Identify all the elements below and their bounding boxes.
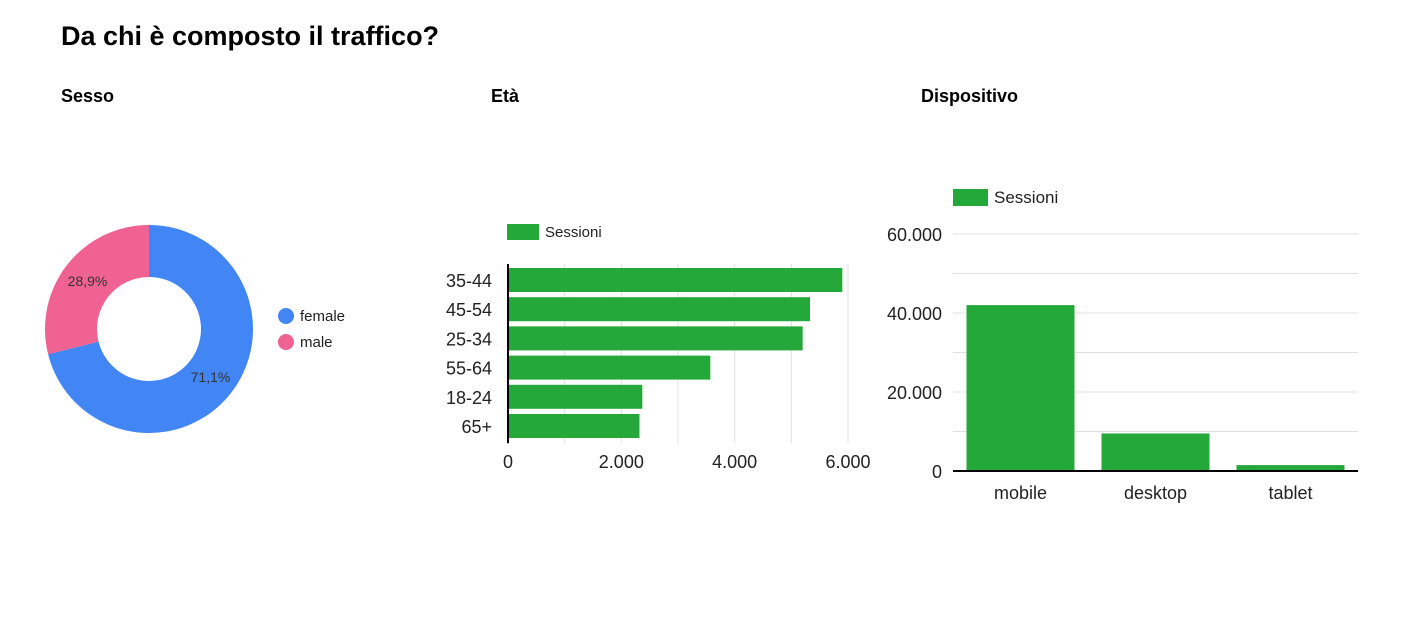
legend-dot-female <box>278 308 294 324</box>
category-label-55-64: 55-64 <box>446 359 492 379</box>
section-title-eta: Età <box>491 86 520 106</box>
category-label-65+: 65+ <box>461 417 492 437</box>
legend-label-sessioni: Sessioni <box>994 188 1058 207</box>
legend-dot-male <box>278 334 294 350</box>
bar-desktop <box>1101 433 1210 471</box>
category-label-25-34: 25-34 <box>446 329 492 349</box>
donut-slice-male <box>45 225 149 355</box>
bar-35-44 <box>508 268 843 292</box>
donut-slice-female <box>48 225 254 434</box>
section-title-dispositivo: Dispositivo <box>921 86 1019 106</box>
legend-swatch-sessioni <box>953 189 988 206</box>
bar-45-54 <box>508 297 811 322</box>
category-label-desktop: desktop <box>1124 483 1187 503</box>
dispositivo-bar-chart: Sessioni mobile desktop tablet 0 20.000 40.000… <box>887 188 1358 503</box>
eta-bar-chart: Sessioni 35-44 45-54 25-34 55-64 18-24 65+ 0 2.0… <box>446 224 870 472</box>
y-tick-label: 20.000 <box>887 383 942 403</box>
bar-tablet <box>1236 465 1345 471</box>
donut-slice-label-male: 28,9% <box>68 273 108 289</box>
section-title-sesso: Sesso <box>61 86 115 106</box>
category-label-35-44: 35-44 <box>446 271 492 291</box>
category-label-tablet: tablet <box>1268 483 1312 503</box>
bar-18-24 <box>508 384 643 409</box>
bar-55-64 <box>508 355 711 380</box>
y-tick-label: 60.000 <box>887 225 942 245</box>
category-label-18-24: 18-24 <box>446 388 492 408</box>
x-tick-label: 0 <box>503 452 513 472</box>
x-tick-label: 4.000 <box>712 452 757 472</box>
sesso-donut-chart: 71,1% 28,9% female male <box>45 225 345 434</box>
y-tick-label: 40.000 <box>887 304 942 324</box>
donut-slice-label-female: 71,1% <box>191 369 231 385</box>
category-label-45-54: 45-54 <box>446 300 492 320</box>
legend-label-male: male <box>300 334 333 351</box>
bar-mobile <box>966 305 1075 471</box>
category-label-mobile: mobile <box>994 483 1047 503</box>
legend-swatch-sessioni <box>507 224 539 240</box>
x-tick-label: 6.000 <box>825 452 870 472</box>
legend-label-female: female <box>300 308 345 325</box>
bar-25-34 <box>508 326 803 351</box>
x-tick-label: 2.000 <box>599 452 644 472</box>
y-tick-label: 0 <box>932 462 942 482</box>
page-title: Da chi è composto il traffico? <box>61 21 440 51</box>
legend-label-sessioni: Sessioni <box>545 224 602 241</box>
bar-65+ <box>508 414 640 438</box>
